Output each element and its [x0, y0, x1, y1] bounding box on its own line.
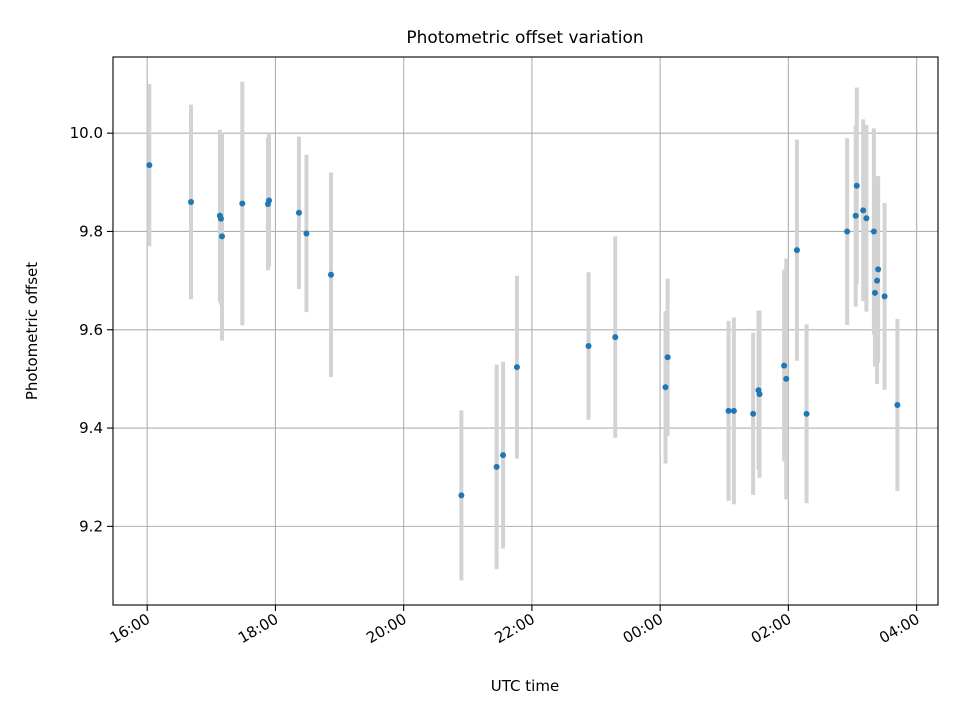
data-point [852, 212, 859, 219]
data-point [612, 334, 619, 341]
y-tick-label: 9.6 [79, 321, 103, 339]
data-point [217, 215, 224, 222]
data-point [730, 407, 737, 414]
data-point [874, 277, 881, 284]
y-tick-label: 10.0 [70, 124, 103, 142]
x-axis-label: UTC time [491, 677, 559, 695]
data-point [756, 391, 763, 398]
data-point [500, 452, 507, 459]
y-tick-label: 9.4 [79, 419, 103, 437]
chart-title: Photometric offset variation [406, 28, 643, 48]
data-point [894, 401, 901, 408]
data-point [219, 233, 226, 240]
data-point [188, 198, 195, 205]
data-point [458, 492, 465, 499]
data-point [881, 293, 888, 300]
y-axis-label: Photometric offset [23, 262, 41, 400]
data-point [328, 271, 335, 278]
data-point [725, 407, 732, 414]
data-point [860, 207, 867, 214]
data-point [871, 289, 878, 296]
data-point [295, 209, 302, 216]
data-point [875, 266, 882, 273]
data-point [513, 364, 520, 371]
data-point [239, 200, 246, 207]
data-point [781, 362, 788, 369]
data-point [585, 342, 592, 349]
data-point [803, 410, 810, 417]
data-point [662, 384, 669, 391]
data-point [493, 463, 500, 470]
data-point [844, 228, 851, 235]
data-point [266, 197, 273, 204]
data-point [870, 228, 877, 235]
data-point [853, 182, 860, 189]
data-point [146, 162, 153, 169]
data-point [664, 354, 671, 361]
y-tick-label: 9.8 [79, 222, 103, 240]
data-point [783, 375, 790, 382]
data-point [863, 215, 870, 222]
data-point [303, 230, 310, 237]
grid [113, 57, 938, 605]
data-points [146, 162, 901, 499]
y-tick-label: 9.2 [79, 517, 103, 535]
plot-frame [112, 56, 939, 606]
data-point [793, 247, 800, 254]
data-point [750, 410, 757, 417]
